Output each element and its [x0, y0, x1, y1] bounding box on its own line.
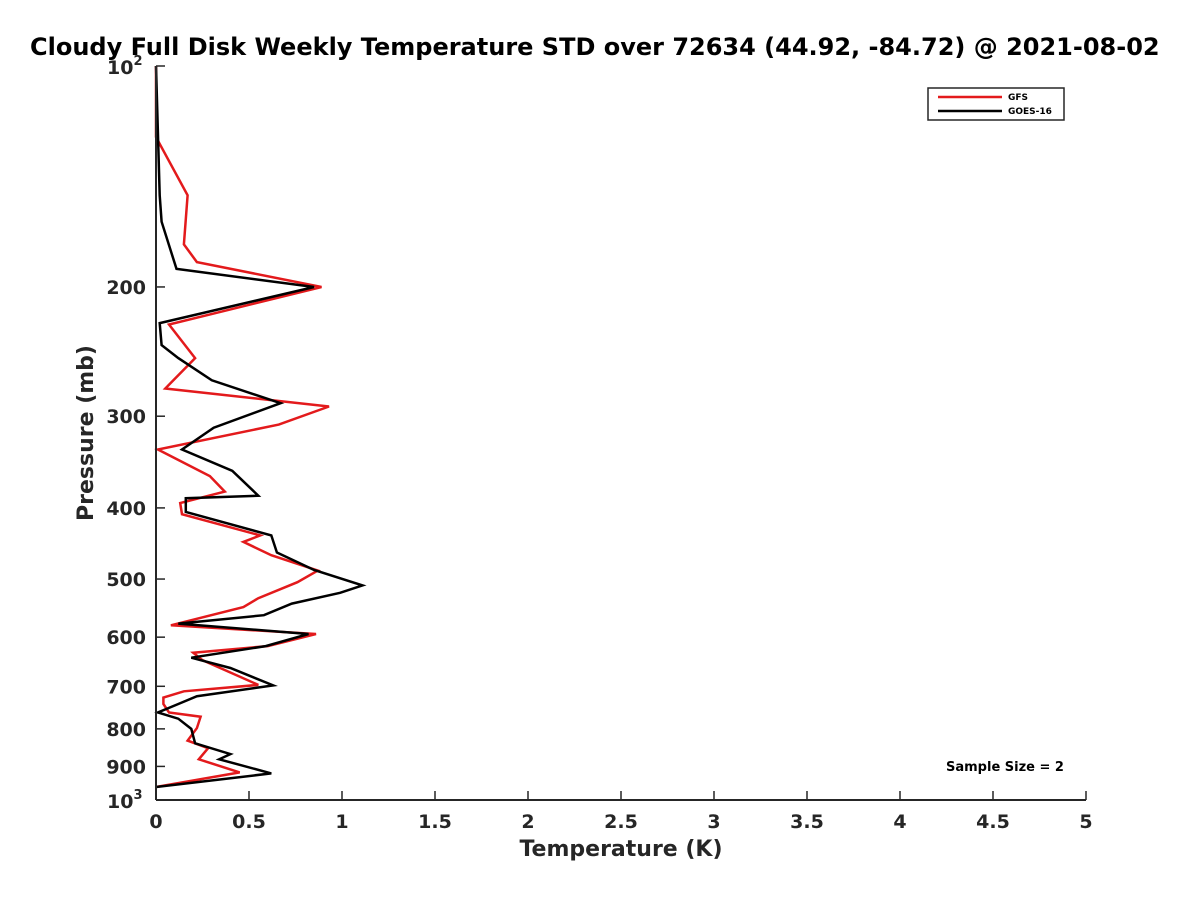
series-line-goes-16: [154, 65, 367, 789]
legend-label-goes-16: GOES-16: [1008, 107, 1052, 117]
y-tick-label: 103: [107, 788, 143, 813]
x-ticks: 0 0.5 1 1.5 2 2.5 3 3.5 4 4.5 5: [149, 791, 1093, 833]
legend: GFS GOES-16: [927, 87, 1065, 121]
legend-box: [927, 87, 1065, 121]
x-tick-label: 3.5: [790, 811, 824, 833]
chart-title: Cloudy Full Disk Weekly Temperature STD …: [30, 33, 1160, 61]
x-tick-label: 3: [707, 811, 720, 833]
y-tick-label: 600: [106, 627, 146, 649]
y-tick-label: 700: [106, 676, 146, 698]
x-tick-label: 1: [335, 811, 348, 833]
legend-label-gfs: GFS: [1008, 93, 1028, 103]
series-layer: [154, 65, 367, 789]
y-tick-label: 300: [106, 406, 146, 428]
y-tick-label: 500: [106, 569, 146, 591]
series-line-gfs: [154, 66, 330, 789]
x-tick-label: 0.5: [232, 811, 266, 833]
y-axis-label: Pressure (mb): [74, 345, 99, 521]
y-tick-label: 900: [106, 756, 146, 778]
axes: [155, 66, 1086, 801]
x-tick-label: 5: [1079, 811, 1092, 833]
y-tick-label: 200: [106, 277, 146, 299]
x-tick-label: 2.5: [604, 811, 638, 833]
y-tick-label: 400: [106, 498, 146, 520]
x-tick-label: 1.5: [418, 811, 452, 833]
y-ticks: 102 200 300 400 500 600 700 800 900 103: [106, 54, 165, 813]
x-tick-label: 2: [521, 811, 534, 833]
y-tick-label: 102: [107, 54, 143, 79]
x-tick-label: 4.5: [976, 811, 1010, 833]
y-tick-label: 800: [106, 719, 146, 741]
x-axis-label: Temperature (K): [519, 837, 722, 862]
sample-size-note: Sample Size = 2: [946, 760, 1064, 775]
x-tick-label: 0: [149, 811, 162, 833]
x-tick-label: 4: [893, 811, 906, 833]
